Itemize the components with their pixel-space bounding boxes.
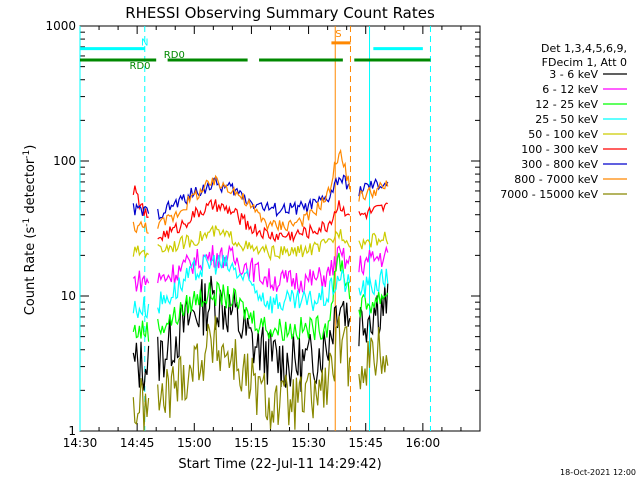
x-tick-label: 15:00 xyxy=(177,436,212,450)
legend-label: 300 - 800 keV xyxy=(521,158,598,171)
series-line xyxy=(132,224,389,262)
series-group xyxy=(132,148,389,432)
y-label-sup-2: -1 xyxy=(22,150,32,159)
y-axis-label: Count Rate (s-1 detector-1) xyxy=(22,145,38,316)
series-line xyxy=(132,253,389,320)
y-ticks: 1 10 100 1000 xyxy=(45,19,480,438)
x-tick-label: 15:15 xyxy=(234,436,269,450)
x-tick-label: 16:00 xyxy=(406,436,441,450)
x-axis-label: Start Time (22-Jul-11 14:29:42) xyxy=(178,457,381,472)
x-tick-label: 14:30 xyxy=(63,436,98,450)
flag-bars: N RD0 RD0 S xyxy=(80,29,431,72)
legend-label: 12 - 25 keV xyxy=(535,98,598,111)
series-line xyxy=(132,244,389,295)
series-line xyxy=(132,148,389,234)
y-label-sup-1: -1 xyxy=(22,218,32,227)
legend-label: 6 - 12 keV xyxy=(542,83,598,96)
legend-label: 3 - 6 keV xyxy=(549,68,598,81)
y-tick-label: 1000 xyxy=(45,19,76,33)
legend-header-1: Det 1,3,4,5,6,9, xyxy=(541,42,627,55)
x-tick-label: 15:30 xyxy=(291,436,326,450)
y-tick-label: 1 xyxy=(68,424,76,438)
series-line xyxy=(132,185,388,244)
legend-label: 25 - 50 keV xyxy=(535,113,598,126)
x-tick-label: 14:45 xyxy=(120,436,155,450)
legend-label: 800 - 7000 keV xyxy=(514,173,598,186)
flag-label: S xyxy=(335,29,341,40)
flag-label: RD0 xyxy=(130,61,151,72)
flag-label: RD0 xyxy=(164,50,185,61)
x-ticks: 14:30 14:45 15:00 15:15 15:30 15:45 16:00 xyxy=(63,26,481,450)
legend-label: 7000 - 15000 keV xyxy=(500,188,598,201)
series-line xyxy=(132,252,389,342)
series-line xyxy=(132,275,389,392)
y-label-part-3: ) xyxy=(23,145,38,150)
y-tick-label: 10 xyxy=(61,289,76,303)
y-label-part-2: detector xyxy=(23,158,38,218)
series-line xyxy=(132,315,389,432)
flag-label: N xyxy=(141,37,148,48)
chart-title: RHESSI Observing Summary Count Rates xyxy=(125,4,435,22)
legend-label: 50 - 100 keV xyxy=(528,128,598,141)
legend-label: 100 - 300 keV xyxy=(521,143,598,156)
series-line xyxy=(132,174,389,221)
footer-date: 18-Oct-2021 12:00 xyxy=(560,468,636,477)
legend-header-2: FDecim 1, Att 0 xyxy=(542,56,627,69)
y-tick-label: 100 xyxy=(53,154,76,168)
x-tick-label: 15:45 xyxy=(348,436,383,450)
y-label-part-1: Count Rate (s xyxy=(23,227,38,316)
legend: Det 1,3,4,5,6,9, FDecim 1, Att 0 3 - 6 k… xyxy=(500,42,627,201)
